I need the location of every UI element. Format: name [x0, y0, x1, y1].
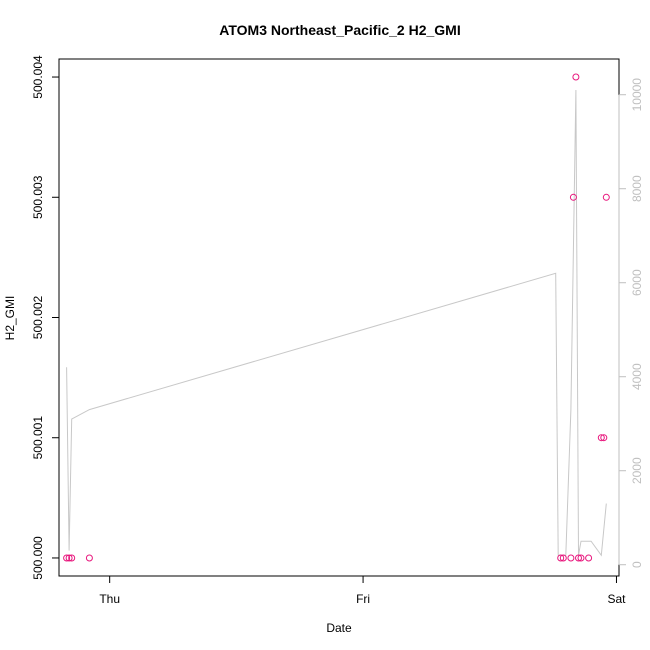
x-axis-label: Date — [326, 621, 352, 635]
y-tick-label: 500.003 — [31, 175, 45, 219]
x-tick-label: Fri — [356, 592, 370, 606]
data-point — [557, 554, 565, 562]
y2-tick-label: 8000 — [630, 175, 644, 202]
data-point — [85, 554, 93, 562]
data-point — [65, 554, 73, 562]
y2-tick-label: 10000 — [630, 78, 644, 112]
right-axis-line-series — [66, 89, 607, 557]
x-tick-label: Sat — [607, 592, 626, 606]
y2-tick-label: 4000 — [630, 363, 644, 390]
y-axis-left: 500.000 500.001 500.002 500.003 500.004 — [31, 55, 60, 580]
data-point — [569, 193, 577, 201]
data-point — [575, 554, 582, 562]
chart-title: ATOM3 Northeast_Pacific_2 H2_GMI — [219, 22, 460, 38]
y2-tick-label: 6000 — [630, 269, 644, 296]
series-line — [66, 89, 607, 557]
y-axis-label: H2_GMI — [3, 296, 17, 341]
data-point — [572, 73, 580, 81]
data-point — [600, 434, 608, 442]
y-tick-label: 500.004 — [31, 55, 45, 99]
x-axis: Thu Fri Sat — [99, 575, 626, 606]
y2-tick-label: 0 — [630, 561, 644, 568]
data-point — [68, 554, 76, 562]
data-point — [585, 554, 593, 562]
x-tick-label: Thu — [99, 592, 120, 606]
data-point — [559, 554, 567, 562]
y-tick-label: 500.000 — [31, 536, 45, 580]
plot-frame — [58, 58, 620, 577]
data-point — [63, 554, 71, 562]
data-point — [597, 434, 605, 442]
y-tick-label: 500.002 — [31, 295, 45, 339]
scatter-series — [63, 73, 610, 562]
y-tick-label: 500.001 — [31, 416, 45, 460]
data-point — [602, 193, 610, 201]
data-point — [577, 554, 585, 562]
y-axis-right: 0 2000 4000 6000 8000 10000 — [618, 78, 644, 568]
data-point — [567, 554, 575, 562]
y2-tick-label: 2000 — [630, 457, 644, 484]
